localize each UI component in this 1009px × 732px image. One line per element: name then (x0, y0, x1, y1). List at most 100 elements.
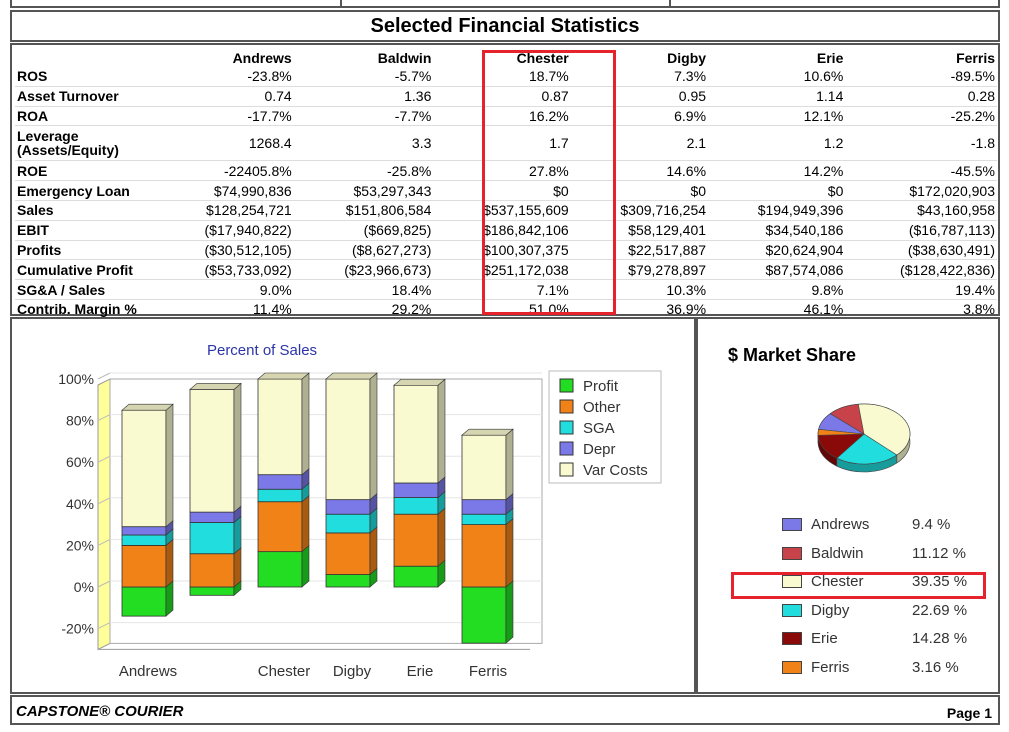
row-label: Profits (15, 239, 154, 260)
bar-segment (189, 586, 235, 596)
row-label: SG&A / Sales (15, 279, 154, 300)
legend-swatch (782, 632, 802, 645)
row-label: Emergency Loan (15, 180, 154, 201)
table-cell: ($38,630,491) (845, 239, 997, 260)
table-cell: -25.2% (845, 105, 997, 126)
pie-slice (836, 433, 898, 465)
table-cell: 2.1 (570, 125, 709, 161)
legend-percent: 39.35 % (912, 573, 968, 590)
table-cell: 9.8% (708, 279, 846, 300)
bar-segment (121, 544, 167, 588)
row-label-header (15, 49, 154, 67)
column-header: Ferris (956, 50, 995, 66)
table-cell: 1.2 (708, 125, 846, 161)
bar-top (189, 383, 242, 390)
table-cell: 29.2% (293, 298, 434, 319)
percent-of-sales-chart: 100% 80% 60% 40% 20% 0% -20% Percent of Sales An… (58, 342, 662, 680)
bar-top (325, 372, 378, 380)
column-header: Baldwin (377, 50, 432, 66)
table-cell: ($128,422,836) (845, 259, 997, 280)
bar-segment (325, 513, 371, 534)
x-tick-label: Andrews (119, 663, 177, 680)
page-footer: CAPSTONE® COURIER Page 1 (10, 695, 1000, 725)
bar-segment (325, 499, 371, 515)
legend-swatch (559, 441, 574, 456)
gridline-wall (97, 497, 111, 505)
table-cell: $58,129,401 (570, 219, 709, 241)
section-title-bar: Selected Financial Statistics (10, 10, 1000, 42)
table-cell: $43,160,958 (845, 199, 997, 221)
table-cell: 1.36 (293, 85, 434, 107)
table-cell: -5.7% (394, 68, 432, 85)
legend-swatch (559, 378, 574, 393)
bar-side (505, 580, 514, 644)
bar-side (233, 382, 242, 513)
table-cell: $251,172,038 (433, 259, 571, 280)
legend-label: SGA (583, 420, 615, 437)
legend-percent: 3.16 % (912, 658, 959, 676)
y-tick-label: 60% (66, 454, 94, 470)
gridline-wall (97, 414, 111, 422)
gridline-wall (97, 538, 111, 546)
bar-top (461, 428, 514, 436)
table-cell: 1268.4 (154, 125, 294, 161)
table-cell: 16.2% (433, 105, 571, 126)
bar-segment (189, 511, 235, 523)
legend-percent: 14.28 % (912, 630, 968, 647)
table-cell: $87,574,086 (708, 259, 846, 280)
table-cell: 46.1% (708, 298, 846, 319)
legend-label: Var Costs (583, 462, 648, 479)
table-cell: 0.87 (433, 85, 571, 107)
column-header: Erie (816, 50, 844, 66)
row-label: Leverage (Assets/Equity) (15, 125, 154, 161)
bar-side (301, 544, 310, 588)
table-cell: $309,716,254 (570, 199, 709, 221)
top-strip-divider (340, 0, 342, 6)
table-cell: 7.3% (674, 68, 707, 85)
table-cell: $0 (708, 180, 846, 201)
bar-segment (461, 434, 507, 501)
table-cell: 19.4% (845, 279, 997, 300)
bar-side (437, 378, 446, 484)
table-cell: $79,278,897 (570, 259, 709, 280)
table-cell: ($23,966,673) (293, 259, 434, 280)
market-share-title: $ Market Share (728, 345, 857, 365)
top-strip (10, 0, 1000, 8)
bar-top (257, 372, 310, 380)
table-cell: 0.95 (570, 85, 709, 107)
table-cell: $74,990,836 (154, 180, 294, 201)
legend-swatch (782, 518, 802, 531)
legend-swatch (782, 575, 802, 588)
table-cell: ($30,512,105) (154, 239, 294, 260)
row-label: Cumulative Profit (15, 259, 154, 280)
table-cell: 0.28 (845, 85, 997, 107)
table-cell: 10.3% (570, 279, 709, 300)
legend-company: Erie (811, 630, 838, 647)
bar-segment (121, 409, 167, 528)
chester-column-highlight (482, 50, 616, 315)
bar-segment (393, 513, 439, 567)
bar-segment (189, 553, 235, 588)
table-cell: $34,540,186 (708, 219, 846, 241)
table-cell: 11.4% (154, 298, 294, 319)
table-row: EBIT ($17,940,822) ($669,825) $186,842,106 $… (15, 219, 997, 241)
legend-swatch (559, 462, 574, 477)
bar-side (369, 372, 378, 501)
row-label: ROA (15, 105, 154, 126)
legend-company: Ferris (811, 658, 850, 676)
table-row: Contrib. Margin % 11.4% 29.2% 51.0% 36.9% 46.… (15, 298, 997, 319)
table-cell: 27.8% (433, 160, 571, 181)
bar-segment (189, 389, 235, 513)
table-cell: $194,949,396 (708, 199, 846, 221)
bar-segment (257, 378, 303, 476)
y-tick-label: 80% (66, 413, 94, 429)
chart-title: Percent of Sales (207, 342, 317, 359)
table-cell: $128,254,721 (154, 199, 294, 221)
table-cell: 0.74 (154, 85, 294, 107)
bar-segment (393, 565, 439, 588)
y-tick-label: 20% (66, 537, 94, 553)
row-label: ROS (17, 68, 48, 85)
table-cell: 3.3 (293, 125, 434, 161)
table-row: Cumulative Profit ($53,733,092) ($23,966,6… (15, 259, 997, 280)
table-cell: ($16,787,113) (845, 219, 997, 241)
